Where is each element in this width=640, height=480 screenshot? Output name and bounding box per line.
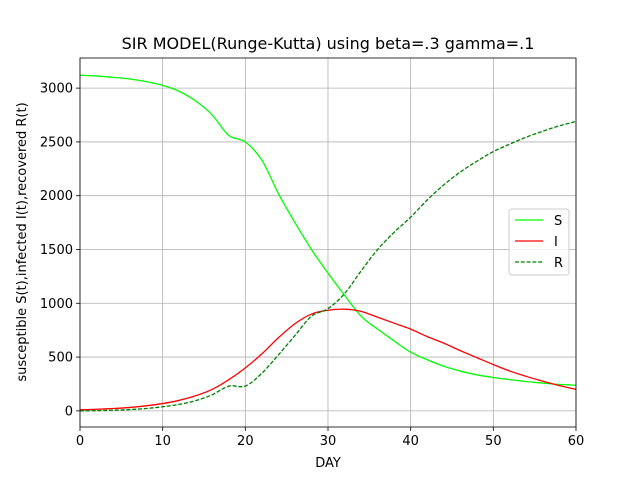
y-tick-label: 2500: [40, 135, 73, 150]
x-tick-label: 40: [402, 434, 419, 449]
y-tick-label: 1500: [40, 243, 73, 258]
chart-title: SIR MODEL(Runge-Kutta) using beta=.3 gam…: [122, 34, 535, 53]
y-tick-label: 0: [65, 404, 73, 419]
x-tick-label: 20: [237, 434, 254, 449]
x-tick-label: 0: [76, 434, 84, 449]
grid: [79, 58, 577, 427]
y-tick-label: 500: [48, 351, 73, 366]
y-tick-label: 2000: [40, 189, 73, 204]
x-tick-label: 60: [568, 434, 585, 449]
y-tick-label: 1000: [40, 297, 73, 312]
legend-label-i: I: [554, 235, 558, 250]
x-tick-label: 50: [485, 434, 502, 449]
legend: SIR: [508, 208, 570, 276]
x-tick-label: 10: [154, 434, 171, 449]
legend-label-s: S: [554, 214, 562, 229]
series-line-s: [79, 74, 577, 386]
legend-box: [508, 208, 570, 276]
legend-label-r: R: [554, 256, 563, 271]
x-ticks: 0 10 20 30 40 50 60: [76, 427, 584, 449]
x-axis-label: DAY: [315, 456, 341, 471]
y-axis-label: susceptible S(t),infected I(t),recovered…: [15, 102, 30, 381]
y-ticks: 0 500 1000 1500 2000 2500 3000: [40, 82, 80, 419]
series-line-i: [79, 308, 577, 411]
x-tick-label: 30: [320, 434, 337, 449]
y-tick-label: 3000: [40, 82, 73, 97]
series-lines: [79, 74, 577, 412]
series-line-r: [79, 120, 577, 412]
